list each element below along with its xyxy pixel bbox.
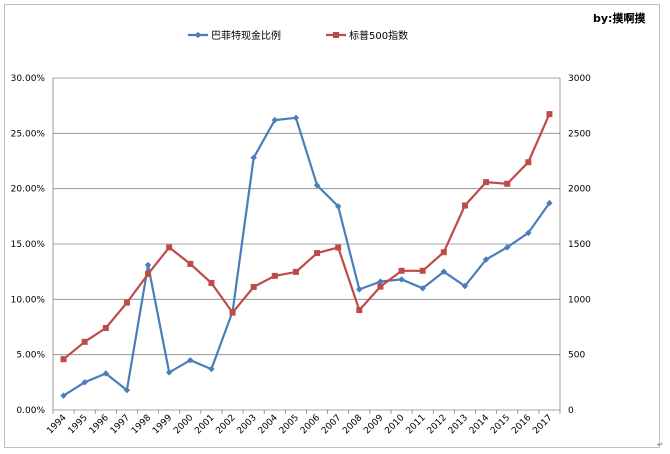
y-left-tick-label: 20.00% [11, 185, 46, 195]
gridlines [53, 77, 560, 356]
x-tick-label: 2007 [320, 413, 343, 436]
legend: 巴菲特现金比例 标普500指数 [188, 29, 408, 42]
legend-label-sp500: 标普500指数 [349, 29, 408, 42]
data-point-sp500 [102, 324, 109, 331]
x-tick-label: 2011 [405, 413, 428, 436]
data-point-cash-ratio [250, 154, 257, 161]
data-point-cash-ratio [334, 203, 342, 210]
data-point-cash-ratio [60, 392, 67, 399]
legend-marker-sp500 [333, 32, 339, 38]
x-tick-label: 2010 [383, 413, 406, 436]
data-point-cash-ratio [440, 268, 448, 275]
y-left-tick-label: 10.00% [11, 295, 46, 305]
data-point-cash-ratio [419, 285, 426, 292]
y-right-tick-label: 3000 [568, 74, 591, 84]
y-left-tick-label: 0.00% [16, 406, 45, 416]
x-tick-label: 2003 [236, 413, 259, 436]
data-point-cash-ratio [187, 357, 194, 364]
data-point-cash-ratio [102, 370, 110, 377]
author-credit: by:摸啊摸 [593, 11, 646, 25]
x-tick-label: 2008 [341, 413, 364, 436]
data-point-sp500 [166, 244, 173, 251]
legend-marker-cash-ratio [194, 31, 202, 39]
data-point-cash-ratio [525, 229, 532, 237]
y-right-tick-label: 2500 [568, 129, 591, 139]
data-point-sp500 [208, 279, 215, 286]
data-point-sp500 [81, 338, 88, 345]
y-left-tick-label: 5.00% [16, 351, 45, 361]
x-tick-label: 1998 [130, 413, 153, 436]
data-point-cash-ratio [271, 116, 279, 124]
x-tick-label: 2014 [468, 413, 491, 436]
data-point-sp500 [229, 309, 236, 316]
y-right-tick-label: 0 [568, 406, 574, 416]
data-point-cash-ratio [165, 369, 173, 376]
x-tick-label: 2006 [299, 413, 322, 436]
y-left-tick-label: 15.00% [11, 240, 46, 250]
data-point-cash-ratio [377, 278, 384, 285]
y-right-tick-label: 500 [568, 351, 585, 361]
data-point-sp500 [356, 307, 363, 314]
x-tick-label: 1997 [109, 413, 132, 436]
data-point-sp500 [60, 356, 67, 363]
x-tick-label: 2009 [362, 413, 385, 436]
data-point-sp500 [398, 267, 405, 274]
data-point-cash-ratio [482, 256, 490, 263]
x-tick-label: 2000 [172, 413, 195, 436]
data-point-cash-ratio [503, 244, 511, 251]
x-tick-label: 2013 [447, 413, 470, 436]
data-point-cash-ratio [461, 282, 469, 290]
series-layer [60, 111, 553, 399]
data-point-sp500 [335, 244, 342, 251]
x-tick-label: 1996 [88, 413, 111, 436]
data-point-sp500 [145, 270, 152, 277]
x-tick-label: 2017 [531, 413, 554, 436]
x-tick-label: 1999 [151, 413, 174, 436]
data-point-sp500 [546, 111, 553, 118]
x-tick-label: 2012 [426, 413, 449, 436]
data-point-cash-ratio [81, 379, 88, 386]
data-point-sp500 [271, 272, 278, 279]
data-point-cash-ratio [356, 286, 363, 293]
series-line-cash-ratio [63, 116, 551, 397]
x-tick-label: 2005 [278, 413, 301, 436]
data-point-cash-ratio [208, 365, 215, 373]
data-point-cash-ratio [144, 261, 152, 269]
data-point-cash-ratio [292, 114, 300, 122]
series-line-sp500 [62, 113, 551, 361]
y-left-tick-label: 25.00% [11, 129, 46, 139]
data-point-sp500 [292, 268, 299, 275]
data-point-sp500 [525, 159, 532, 166]
data-point-sp500 [377, 283, 384, 290]
x-tick-label: 2001 [193, 413, 216, 436]
x-tick-label: 1995 [67, 413, 90, 436]
y-left-tick-label: 30.00% [11, 74, 46, 84]
y-right-tick-label: 2000 [568, 185, 591, 195]
x-tick-label: 2004 [257, 413, 280, 436]
data-point-sp500 [123, 299, 130, 306]
x-tick-label: 2015 [489, 413, 512, 436]
data-point-sp500 [187, 260, 194, 267]
x-tick-label: 1994 [45, 413, 68, 436]
x-tick-label: 2002 [214, 413, 237, 436]
paragraph-return-mark: ↵ [657, 440, 664, 449]
data-point-sp500 [461, 202, 468, 209]
data-point-cash-ratio [398, 276, 405, 283]
data-point-sp500 [440, 249, 447, 256]
data-point-sp500 [504, 180, 511, 187]
data-point-cash-ratio [313, 182, 321, 189]
y-right-tick-label: 1500 [568, 240, 591, 250]
data-point-sp500 [250, 283, 257, 290]
legend-label-cash-ratio: 巴菲特现金比例 [211, 29, 281, 42]
data-point-cash-ratio [123, 386, 131, 394]
data-point-sp500 [419, 267, 426, 274]
data-point-cash-ratio [546, 199, 553, 207]
axes: 0.00% 0 5.00% 500 10.00% 1000 15.00% 1500 20.00%… [11, 74, 592, 436]
data-point-sp500 [314, 250, 321, 257]
x-tick-label: 2016 [510, 413, 533, 436]
data-point-sp500 [483, 179, 490, 186]
y-right-tick-label: 1000 [568, 295, 591, 305]
